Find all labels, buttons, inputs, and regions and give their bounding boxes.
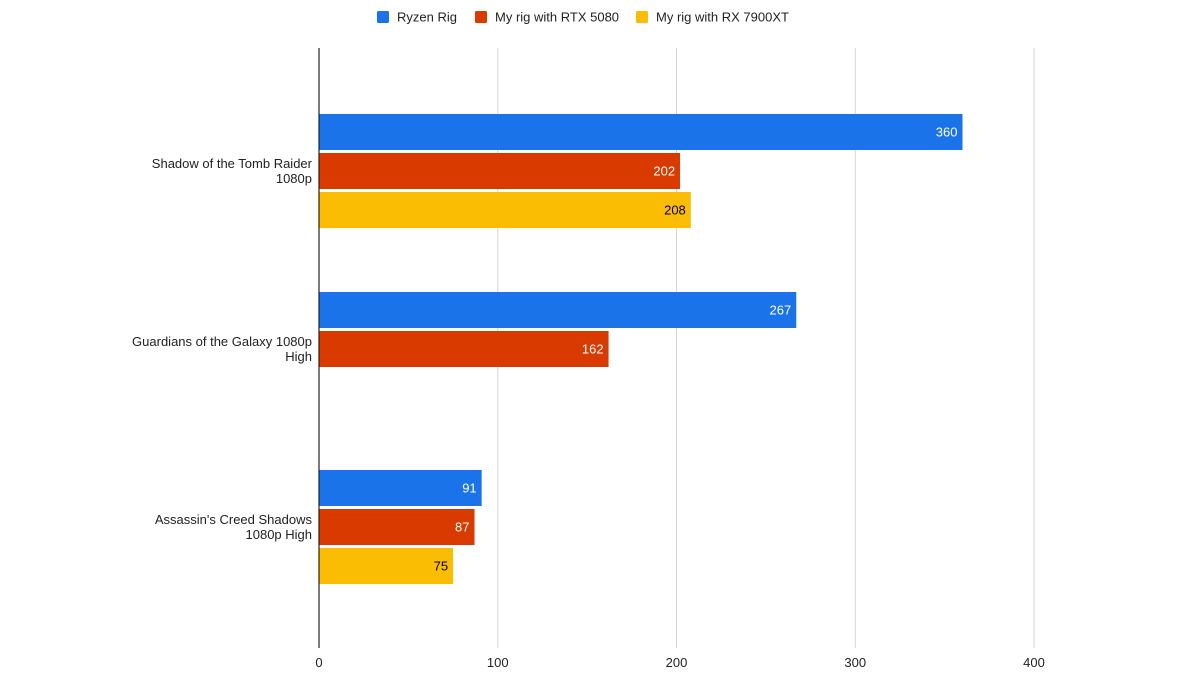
legend-item: My rig with RX 7900XT [636, 10, 789, 25]
legend-item: Ryzen Rig [377, 10, 457, 25]
bar-value-label: 75 [434, 559, 448, 574]
bar [319, 153, 681, 189]
bar [319, 509, 475, 545]
bar [319, 470, 482, 506]
category-label: High [285, 349, 312, 364]
bar-value-label: 202 [653, 164, 675, 179]
legend-swatch [377, 11, 389, 23]
bar [319, 192, 691, 228]
bar [319, 331, 609, 367]
x-tick-label: 300 [844, 655, 866, 670]
category-label: 1080p [276, 171, 312, 186]
bar [319, 292, 797, 328]
legend-swatch [475, 11, 487, 23]
legend-label: Ryzen Rig [397, 10, 457, 25]
bar [319, 114, 963, 150]
legend-swatch [636, 11, 648, 23]
category-label: Guardians of the Galaxy 1080p [132, 334, 312, 349]
bar [319, 548, 454, 584]
bar-value-label: 87 [455, 520, 469, 535]
x-tick-label: 100 [487, 655, 509, 670]
category-label: Shadow of the Tomb Raider [152, 156, 313, 171]
x-tick-label: 0 [315, 655, 322, 670]
x-tick-label: 200 [666, 655, 688, 670]
bar-value-label: 91 [462, 481, 476, 496]
category-label: 1080p High [246, 527, 313, 542]
x-tick-label: 400 [1023, 655, 1045, 670]
bar-value-label: 267 [770, 303, 792, 318]
bars: 360 202 208 267 162 91 87 75 [319, 114, 963, 584]
legend-label: My rig with RX 7900XT [656, 10, 789, 25]
bar-value-label: 208 [664, 203, 686, 218]
category-label: Assassin's Creed Shadows [155, 512, 313, 527]
legend: Ryzen Rig My rig with RTX 5080 My rig with… [377, 10, 789, 25]
bar-value-label: 360 [936, 125, 958, 140]
bar-value-label: 162 [582, 342, 604, 357]
legend-item: My rig with RTX 5080 [475, 10, 619, 25]
legend-label: My rig with RTX 5080 [495, 10, 619, 25]
